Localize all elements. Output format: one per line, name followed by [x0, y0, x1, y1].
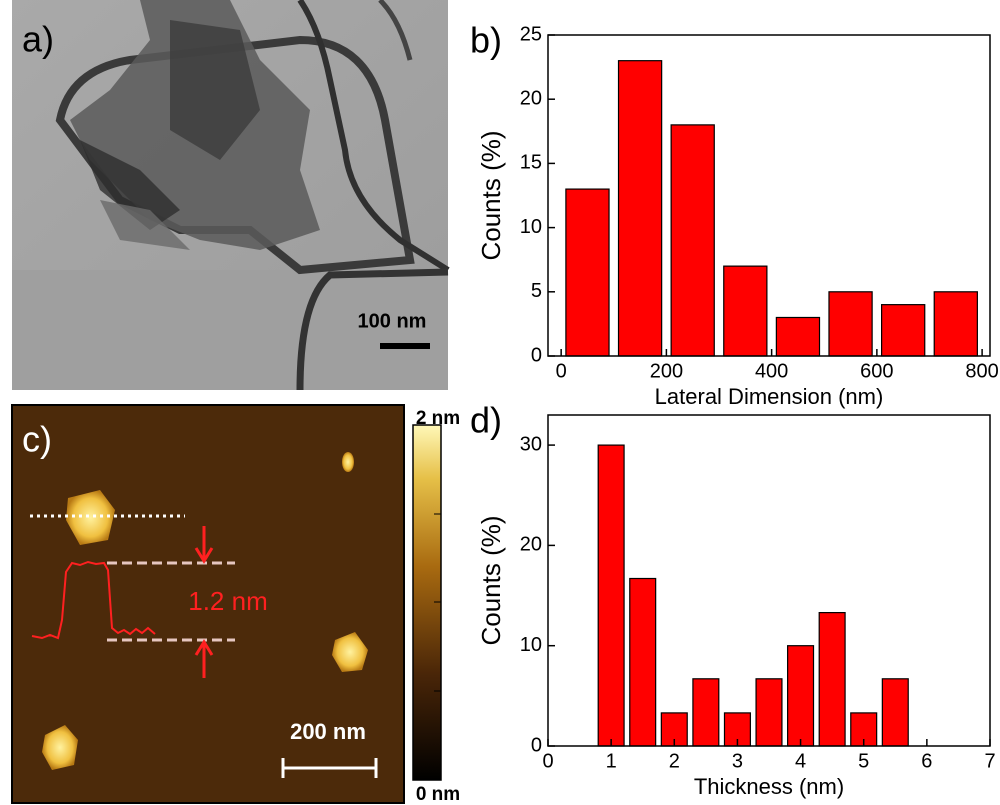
colorbar-max-label: 2 nm: [416, 408, 460, 429]
bar: [619, 61, 662, 356]
x-axis-label: Thickness (nm): [694, 774, 844, 799]
x-tick-label: 7: [984, 750, 995, 772]
y-axis-label: Counts (%): [476, 130, 506, 260]
bar: [788, 646, 814, 746]
bar: [598, 445, 624, 746]
y-tick-label: 0: [531, 734, 542, 756]
x-tick-label: 600: [860, 360, 893, 382]
bar: [724, 266, 767, 356]
bar: [776, 317, 819, 356]
x-tick-label: 0: [556, 360, 567, 382]
y-tick-label: 10: [520, 216, 542, 238]
y-tick-label: 30: [520, 433, 542, 455]
x-tick-label: 400: [755, 360, 788, 382]
bar: [882, 679, 908, 746]
y-tick-label: 5: [531, 280, 542, 302]
x-tick-label: 6: [921, 750, 932, 772]
panel-label: b): [470, 20, 502, 61]
panel-label: d): [470, 400, 502, 441]
x-tick-label: 4: [795, 750, 806, 772]
panel-label: a): [22, 19, 54, 60]
y-tick-label: 20: [520, 534, 542, 556]
bar: [671, 125, 714, 356]
x-axis-label: Lateral Dimension (nm): [655, 384, 884, 409]
y-axis-label: Counts (%): [476, 515, 506, 645]
bar: [882, 305, 925, 356]
colorbar-min-label: 0 nm: [416, 784, 460, 805]
y-tick-label: 20: [520, 87, 542, 109]
x-tick-label: 5: [858, 750, 869, 772]
bar: [566, 189, 609, 356]
bar: [829, 292, 872, 356]
tem-image: 100 nm a): [12, 0, 448, 390]
figure: 100 nm a) 1.2 nm 200 nm c) 2 nm 0 nm 020…: [0, 0, 1000, 805]
bar: [630, 578, 656, 746]
panel-label: c): [22, 419, 52, 460]
x-tick-label: 3: [732, 750, 743, 772]
y-tick-label: 10: [520, 634, 542, 656]
x-tick-label: 800: [965, 360, 998, 382]
scale-bar-label: 200 nm: [290, 719, 366, 744]
x-tick-label: 1: [606, 750, 617, 772]
x-tick-label: 200: [650, 360, 683, 382]
y-tick-label: 0: [531, 344, 542, 366]
y-tick-label: 15: [520, 152, 542, 174]
bar: [819, 613, 845, 746]
y-tick-label: 25: [520, 23, 542, 45]
x-tick-label: 0: [542, 750, 553, 772]
x-tick-label: 2: [669, 750, 680, 772]
step-height-label: 1.2 nm: [188, 586, 268, 616]
bar: [756, 679, 782, 746]
bar: [934, 292, 977, 356]
bar: [693, 679, 719, 746]
afm-image: 1.2 nm 200 nm c) 2 nm 0 nm: [12, 405, 460, 805]
scale-bar-label: 100 nm: [358, 310, 427, 332]
